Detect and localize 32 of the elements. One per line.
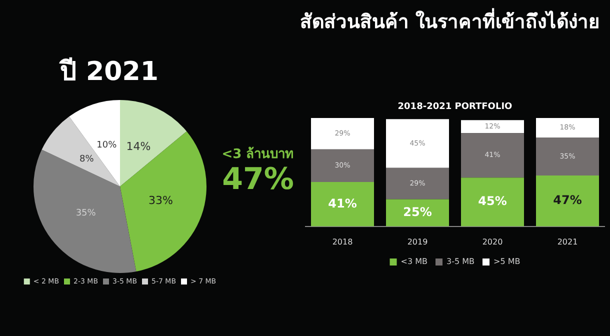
text: <3 ล้านบาท — [220, 146, 296, 164]
data-label: 14% — [126, 140, 151, 154]
data-label: 35% — [76, 208, 96, 218]
bar — [461, 133, 524, 178]
data-label: 25% — [403, 204, 432, 219]
bar — [386, 168, 449, 200]
chart-subtitle: ปี 2021 — [60, 56, 158, 89]
x-tick-label: 2020 — [482, 237, 503, 246]
data-label: 33% — [148, 194, 173, 208]
legend-label: >5 MB — [494, 257, 520, 266]
bar — [386, 119, 449, 168]
data-label: 41% — [328, 196, 357, 210]
bar — [536, 175, 599, 226]
x-tick-label: 2021 — [557, 237, 578, 246]
text: 47% — [221, 162, 295, 197]
chart-title: 2018-2021 PORTFOLIO — [396, 102, 514, 112]
x-tick-label: 2018 — [332, 237, 353, 246]
data-label: 47% — [553, 193, 582, 208]
bar — [461, 120, 524, 134]
bar — [536, 118, 599, 138]
bar — [311, 118, 374, 150]
data-label: 10% — [96, 140, 118, 151]
x-tick-label: 2019 — [407, 237, 428, 246]
data-label: 8% — [80, 154, 94, 164]
data-label: 45% — [478, 194, 507, 208]
text: สัดส่วนสินค้า ในราคาที่เข้าถึงได้ง่าย — [300, 7, 600, 35]
legend-label: 3-5 MB — [446, 257, 474, 266]
bar — [461, 178, 524, 226]
bar — [311, 149, 374, 182]
bar — [311, 182, 374, 226]
bar — [536, 138, 599, 176]
legend-label: <3 MB — [400, 257, 428, 266]
